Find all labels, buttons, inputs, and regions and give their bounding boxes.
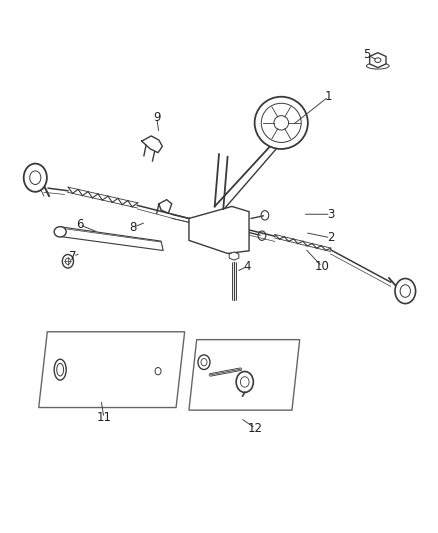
Ellipse shape [54,227,66,237]
Circle shape [198,355,210,369]
Text: 12: 12 [248,422,263,435]
Text: 6: 6 [76,218,83,231]
Circle shape [258,231,266,240]
Circle shape [395,279,416,304]
Text: 11: 11 [96,411,111,424]
Text: 3: 3 [327,208,334,221]
Ellipse shape [254,97,308,149]
Circle shape [261,211,269,220]
Circle shape [62,254,74,268]
Polygon shape [189,206,249,254]
Circle shape [24,164,47,192]
Text: 8: 8 [130,221,137,234]
Ellipse shape [367,63,389,69]
Polygon shape [189,340,300,410]
Text: 9: 9 [153,111,160,124]
Text: 2: 2 [327,231,334,244]
Polygon shape [39,332,185,408]
Polygon shape [370,53,386,68]
Text: 10: 10 [314,260,329,273]
Circle shape [236,372,253,392]
Text: 7: 7 [69,249,77,263]
Ellipse shape [257,120,305,133]
Ellipse shape [54,359,66,380]
Text: 1: 1 [325,90,332,103]
Text: 5: 5 [364,49,371,61]
Text: 4: 4 [243,260,251,273]
Circle shape [155,368,161,375]
Polygon shape [229,252,239,260]
Polygon shape [60,227,163,251]
